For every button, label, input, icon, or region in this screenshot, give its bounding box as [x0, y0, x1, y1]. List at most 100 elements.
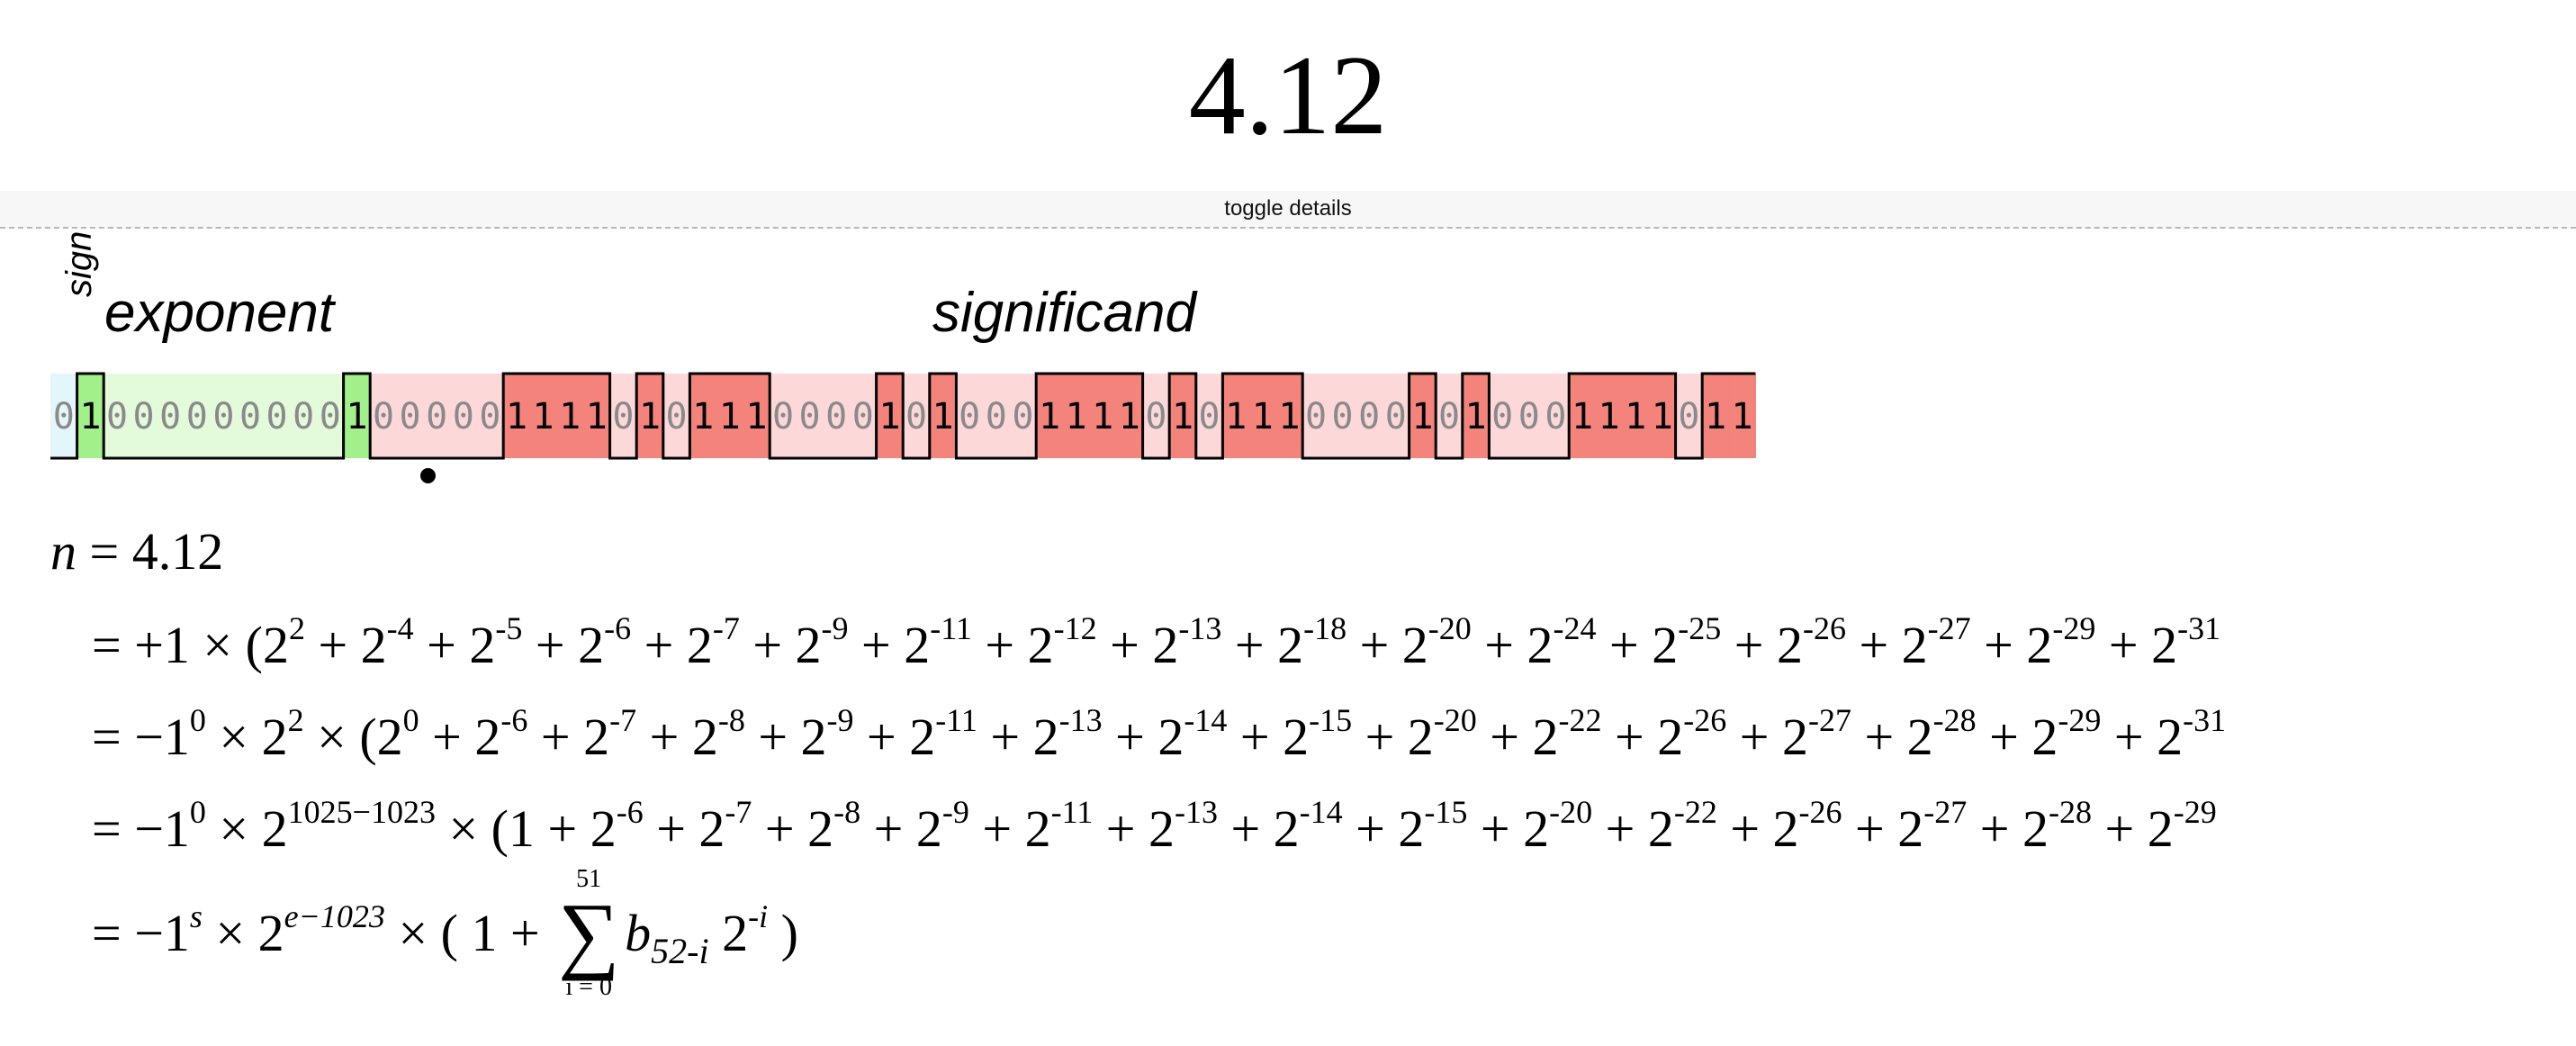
bit-digit: 0	[1385, 396, 1407, 437]
bit-digit: 1	[932, 396, 954, 437]
equation-term: + 2-13	[1093, 794, 1218, 858]
equation-term: + 2-7	[631, 610, 740, 674]
eq3-terms: + 2-6 + 2-7 + 2-8 + 2-9 + 2-11 + 2-13 + …	[535, 794, 2216, 858]
equation-term-exp: -28	[1932, 702, 1977, 738]
equation-term-exp: -20	[1433, 702, 1477, 738]
eq2-terms: + 2-6 + 2-7 + 2-8 + 2-9 + 2-11 + 2-13 + …	[419, 702, 2226, 766]
bit-cell-bg	[396, 374, 424, 458]
bit-cell-bg	[689, 374, 717, 458]
equation-term-exp: -20	[1549, 794, 1593, 830]
equation-term: + 2-27	[1726, 702, 1851, 766]
eq2-first-exp: 0	[402, 702, 419, 738]
bit-cell-bg	[290, 374, 318, 458]
bit-digit: 1	[506, 396, 527, 437]
sum-lower: i = 0	[565, 973, 612, 1001]
equation-term: + 2-15	[1227, 702, 1353, 766]
equation-term: + 2-11	[853, 702, 977, 766]
equation-term: + 2-9	[739, 610, 849, 674]
bit-cell-bg	[716, 374, 744, 458]
equation-term-exp: -13	[1178, 610, 1222, 646]
equation-term-exp: -13	[1058, 702, 1103, 738]
sigma-glyph: ∑	[557, 885, 620, 981]
equation-term: + 2-31	[2095, 610, 2221, 674]
equation-term: + 2-7	[643, 794, 752, 858]
binary-point-dot	[420, 468, 436, 483]
bit-cell-bg	[823, 374, 851, 458]
bit-cell-bg	[796, 374, 824, 458]
equation-term-exp: -22	[1673, 794, 1717, 830]
bit-digit: 0	[373, 396, 394, 437]
eq3-sign-exp: 0	[189, 794, 206, 830]
equation-term-exp: -9	[821, 610, 849, 646]
equation-term-exp: -27	[1807, 702, 1851, 738]
bit-cell-bg	[1116, 374, 1144, 458]
bit-cell-bg	[770, 374, 797, 458]
bit-digit: 1	[719, 396, 741, 437]
eq1-first-exp: 2	[288, 610, 305, 646]
eq2-prefix: = −1	[92, 708, 190, 766]
bit-cell-bg	[636, 374, 664, 458]
bit-digit: 0	[186, 396, 208, 437]
bit-cell-bg	[1595, 374, 1623, 458]
toggle-details-button[interactable]: toggle details	[0, 191, 2576, 229]
eq4-two-exp: -i	[748, 898, 769, 934]
equation-term-exp: -22	[1558, 702, 1602, 738]
bit-digit: 0	[1545, 396, 1566, 437]
eq4-sign-exp: s	[189, 898, 203, 934]
bit-cell-bg	[1702, 374, 1730, 458]
bit-digit: 1	[1066, 396, 1087, 437]
exponent-label: exponent	[104, 282, 335, 344]
bit-digit: 0	[1145, 396, 1166, 437]
equation-line-3: = −10 × 21025−1023 × (1 + 2-6 + 2-7 + 2-…	[92, 794, 2217, 867]
equation-term-exp: -14	[1184, 702, 1228, 738]
bit-cell-bg	[1302, 374, 1330, 458]
bit-cell-bg	[1089, 374, 1117, 458]
equation-term: + 2-22	[1592, 794, 1717, 858]
bit-cell-bg	[423, 374, 451, 458]
bit-digit: 0	[905, 396, 927, 437]
bit-digit: 1	[1572, 396, 1593, 437]
equation-term: + 2-28	[1967, 794, 2092, 858]
bit-cell-bg	[1675, 374, 1703, 458]
bit-digit: 1	[745, 396, 767, 437]
bit-cell-bg	[1169, 374, 1197, 458]
bit-cell-bg	[210, 374, 238, 458]
bit-cell-bg	[1542, 374, 1570, 458]
equation-term-exp: -9	[826, 702, 854, 738]
equation-term-exp: -4	[386, 610, 414, 646]
bit-digit: 1	[1732, 396, 1753, 437]
bit-digit: 0	[1305, 396, 1327, 437]
equation-term: + 2-20	[1467, 794, 1593, 858]
bit-digit: 1	[1465, 396, 1487, 437]
equation-term-exp: -26	[1802, 610, 1846, 646]
bit-digit: 0	[1199, 396, 1220, 437]
bit-digit: 0	[212, 396, 234, 437]
equation-term-exp: -15	[1309, 702, 1353, 738]
bit-digit: 1	[1705, 396, 1726, 437]
bit-digit: 0	[1012, 396, 1033, 437]
eq4-two: 2	[708, 904, 749, 962]
equation-term: + 2-20	[1352, 702, 1477, 766]
bit-cell-bg	[929, 374, 957, 458]
equation-term-exp: -7	[712, 610, 740, 646]
bit-digit: 0	[1332, 396, 1354, 437]
bit-digit: 1	[586, 396, 608, 437]
equation-term-exp: -8	[833, 794, 861, 830]
bit-digit: 1	[1599, 396, 1620, 437]
eq4-b: b	[625, 904, 652, 962]
bit-digit: 0	[1438, 396, 1460, 437]
equation-term: + 2-22	[1476, 702, 1602, 766]
equation-term-exp: -9	[941, 794, 969, 830]
equation-term-exp: -11	[935, 702, 977, 738]
eq1-prefix: = +1 × (2	[92, 616, 289, 674]
equation-line-1: = +1 × (22 + 2-4 + 2-5 + 2-6 + 2-7 + 2-9…	[92, 610, 2221, 683]
equation-term: + 2-5	[413, 610, 523, 674]
bit-digit: 0	[426, 396, 447, 437]
bit-cell-bg	[450, 374, 478, 458]
bit-cell-bg	[1142, 374, 1170, 458]
bit-cell-bg	[317, 374, 345, 458]
eq3-mid: × 2	[205, 799, 288, 858]
equation-term: + 2-26	[1601, 702, 1727, 766]
equation-term-exp: -28	[2048, 794, 2092, 830]
